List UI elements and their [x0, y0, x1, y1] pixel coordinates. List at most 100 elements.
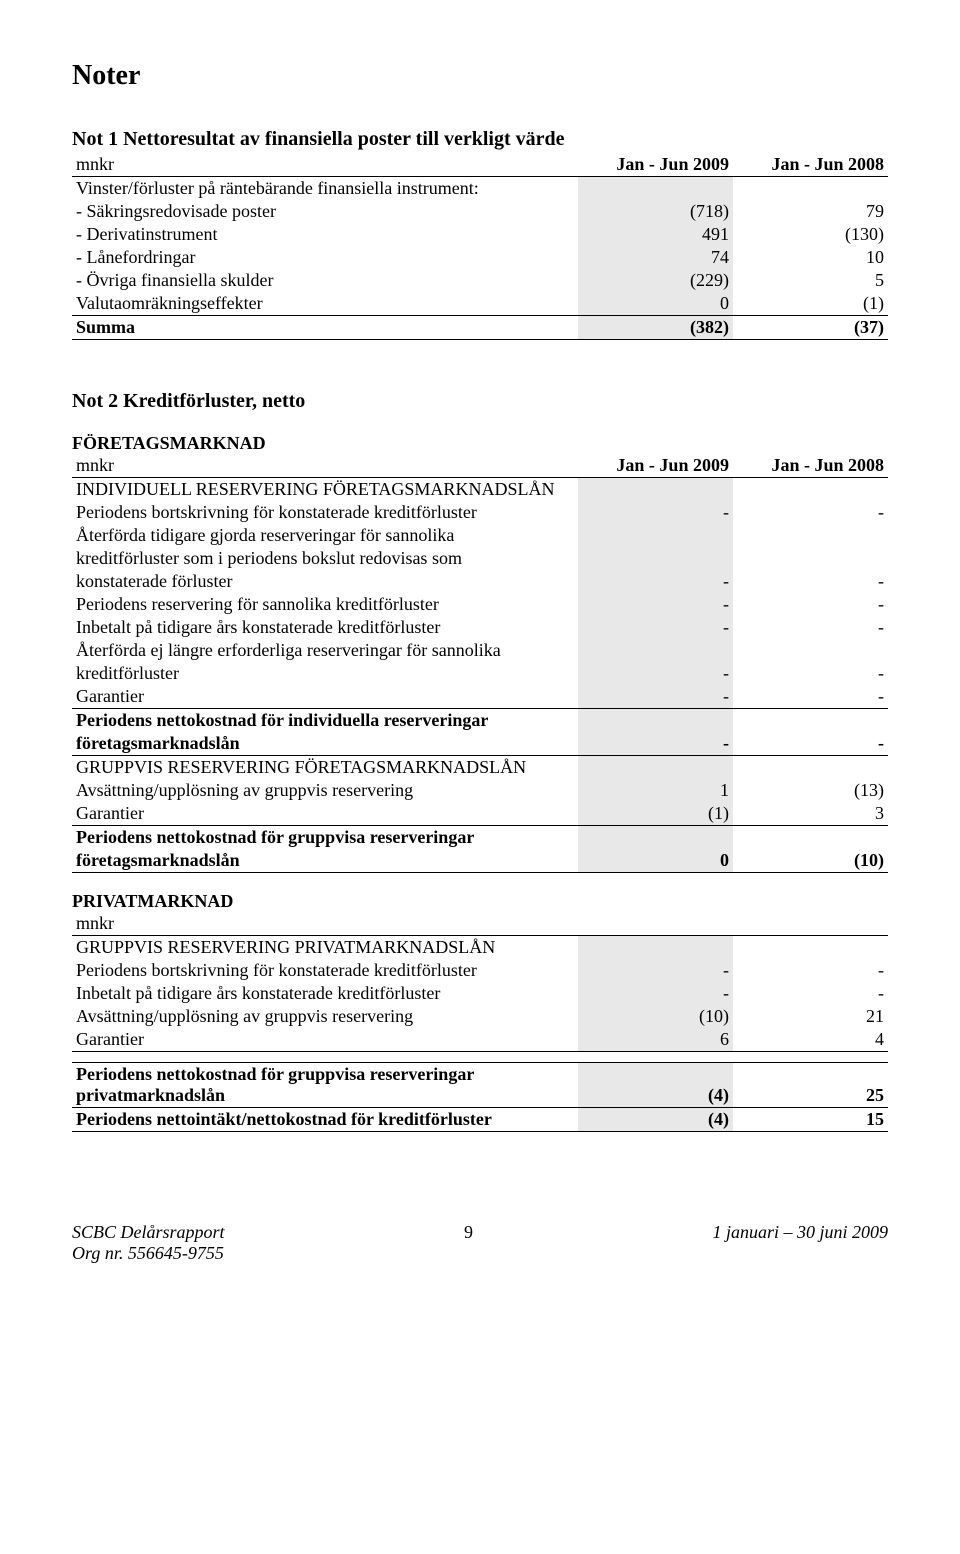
cell: 10 [733, 246, 888, 269]
cell: 25 [733, 1063, 888, 1108]
cell: (229) [578, 269, 733, 292]
note2-heading: Not 2 Kreditförluster, netto [72, 390, 888, 413]
cell [578, 936, 733, 960]
cell: (1) [578, 802, 733, 826]
table-row: kreditförluster [72, 662, 578, 685]
table-row: - Derivatinstrument [72, 223, 578, 246]
cell: 74 [578, 246, 733, 269]
note1-col2: Jan - Jun 2008 [733, 153, 888, 177]
table-row: Avsättning/upplösning av gruppvis reserv… [72, 779, 578, 802]
cell [578, 639, 733, 662]
mnkr-label: mnkr [72, 153, 578, 177]
cell: (10) [733, 849, 888, 873]
cell [578, 177, 733, 201]
cell [733, 547, 888, 570]
cell: 21 [733, 1005, 888, 1028]
cell: 3 [733, 802, 888, 826]
cell [733, 478, 888, 502]
cell: - [578, 685, 733, 709]
subtotal-a1-l1: Periodens nettokostnad för individuella … [72, 709, 578, 733]
cell: - [733, 501, 888, 524]
total-row: Periodens nettokostnad för gruppvisa res… [72, 1063, 578, 1108]
cell [733, 756, 888, 780]
subtotal-a2-l1: Periodens nettokostnad för gruppvisa res… [72, 826, 578, 850]
table-row: Periodens reservering för sannolika kred… [72, 593, 578, 616]
cell: - [733, 570, 888, 593]
mnkr-label: mnkr [72, 454, 578, 478]
table-row: Återförda tidigare gjorda reserveringar … [72, 524, 578, 547]
table-row: Avsättning/upplösning av gruppvis reserv… [72, 1005, 578, 1028]
note1-heading: Not 1 Nettoresultat av finansiella poste… [72, 128, 888, 151]
section-b-heading: PRIVATMARKNAD [72, 891, 888, 912]
cell: 79 [733, 200, 888, 223]
cell [578, 912, 733, 936]
cell: - [733, 616, 888, 639]
cell [578, 756, 733, 780]
cell [578, 709, 733, 733]
cell: 0 [578, 292, 733, 316]
table-row: Periodens bortskrivning för konstaterade… [72, 959, 578, 982]
cell [578, 524, 733, 547]
subtotal-a2-l2: företagsmarknadslån [72, 849, 578, 873]
note2-totals: Periodens nettokostnad för gruppvisa res… [72, 1062, 888, 1132]
cell: - [578, 732, 733, 756]
table-row: - Lånefordringar [72, 246, 578, 269]
footer: SCBC Delårsrapport Org nr. 556645-9755 9… [72, 1222, 888, 1264]
table-row: Garantier [72, 1028, 578, 1052]
footer-org: Org nr. 556645-9755 [72, 1243, 224, 1263]
cell [578, 478, 733, 502]
footer-page: 9 [464, 1222, 473, 1243]
table-row: Inbetalt på tidigare års konstaterade kr… [72, 616, 578, 639]
cell: (718) [578, 200, 733, 223]
cell: 6 [578, 1028, 733, 1052]
cell: - [578, 616, 733, 639]
cell: - [578, 593, 733, 616]
cell: (10) [578, 1005, 733, 1028]
table-row: - Övriga finansiella skulder [72, 269, 578, 292]
footer-left: SCBC Delårsrapport [72, 1222, 225, 1242]
footer-right: 1 januari – 30 juni 2009 [712, 1222, 888, 1243]
cell [733, 177, 888, 201]
cell: (1) [733, 292, 888, 316]
cell [578, 547, 733, 570]
cell: - [578, 982, 733, 1005]
subtotal-a1-l2: företagsmarknadslån [72, 732, 578, 756]
table-row: GRUPPVIS RESERVERING PRIVATMARKNADSLÅN [72, 936, 578, 960]
cell: - [733, 732, 888, 756]
cell: (4) [578, 1063, 733, 1108]
cell [578, 826, 733, 850]
cell: - [733, 982, 888, 1005]
mnkr-label: mnkr [72, 912, 578, 936]
total-row: Periodens nettointäkt/nettokostnad för k… [72, 1108, 578, 1132]
note1-table: mnkr Jan - Jun 2009 Jan - Jun 2008 Vinst… [72, 153, 888, 340]
table-row: Valutaomräkningseffekter [72, 292, 578, 316]
cell [733, 912, 888, 936]
note2-table-b: mnkr GRUPPVIS RESERVERING PRIVATMARKNADS… [72, 912, 888, 1052]
table-row: Återförda ej längre erforderliga reserve… [72, 639, 578, 662]
sum-v2: (37) [733, 316, 888, 340]
cell: 4 [733, 1028, 888, 1052]
sum-label: Summa [72, 316, 578, 340]
table-row: Garantier [72, 802, 578, 826]
cell: - [578, 662, 733, 685]
cell: (4) [578, 1108, 733, 1132]
cell [733, 826, 888, 850]
table-row: - Säkringsredovisade poster [72, 200, 578, 223]
cell: - [578, 501, 733, 524]
cell [733, 524, 888, 547]
cell: 5 [733, 269, 888, 292]
table-row: Vinster/förluster på räntebärande finans… [72, 177, 578, 201]
section-a-heading: FÖRETAGSMARKNAD [72, 433, 888, 454]
note2-col2: Jan - Jun 2008 [733, 454, 888, 478]
table-row: INDIVIDUELL RESERVERING FÖRETAGSMARKNADS… [72, 478, 578, 502]
note2-table-a: mnkr Jan - Jun 2009 Jan - Jun 2008 INDIV… [72, 454, 888, 873]
table-row: kreditförluster som i periodens bokslut … [72, 547, 578, 570]
sum-v1: (382) [578, 316, 733, 340]
cell: - [733, 662, 888, 685]
cell: - [578, 959, 733, 982]
cell: 15 [733, 1108, 888, 1132]
cell: 491 [578, 223, 733, 246]
cell: - [733, 959, 888, 982]
cell: 1 [578, 779, 733, 802]
cell: - [733, 685, 888, 709]
